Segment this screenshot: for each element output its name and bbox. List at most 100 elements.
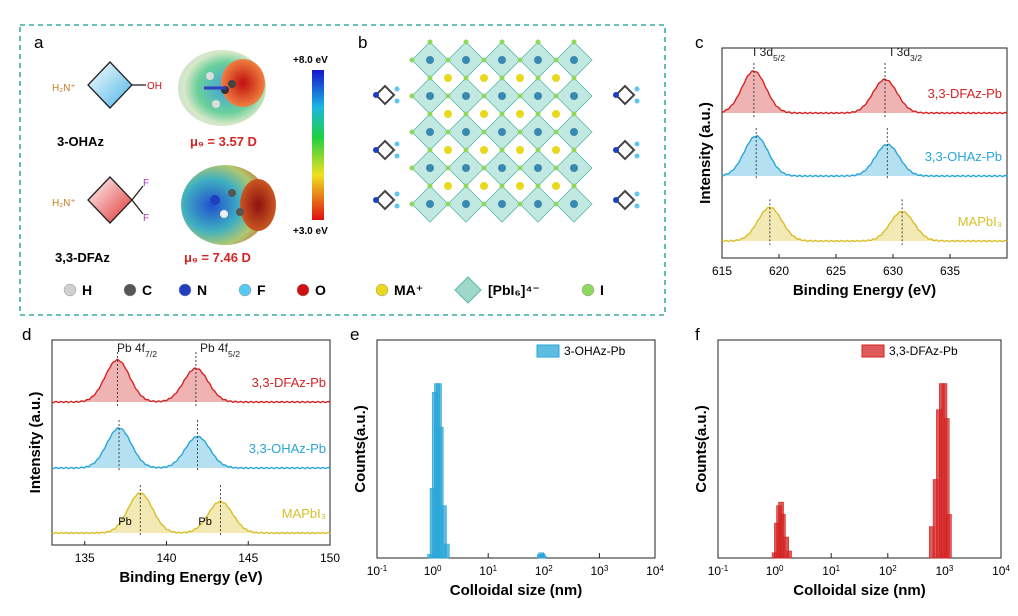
ma-cation (444, 182, 452, 190)
ohaz-name: 3-OHAz (57, 134, 104, 149)
pb-atom (534, 56, 542, 64)
series-fill (52, 359, 330, 403)
panel-letter: f (695, 325, 700, 344)
pb-atom (534, 164, 542, 172)
x-tick-label: 150 (320, 551, 340, 565)
chart-e: 10-1 100 101 102 103 104 Colloidal size (nm) Co… (350, 325, 664, 599)
dfaz-dipole: μ₉ = 7.46 D (184, 250, 251, 265)
series-fill (722, 70, 1007, 114)
f-atom (634, 153, 640, 159)
iodide-atom (499, 111, 505, 117)
iodide-atom (481, 129, 487, 135)
f-atom (394, 203, 400, 209)
histogram-bar (441, 505, 447, 559)
ma-cation (480, 74, 488, 82)
iodide-atom (463, 39, 469, 45)
ma-cation (552, 110, 560, 118)
annotation-pb4f72: Pb 4f7/2 (117, 341, 157, 359)
panel-c-letter: c (695, 33, 704, 52)
legend-label: H (82, 282, 92, 298)
iodide-atom (517, 129, 523, 135)
annotation-i3d32: I 3d3/2 (890, 45, 922, 63)
x-axis-label: Colloidal size (nm) (450, 582, 583, 599)
ma-cation (444, 110, 452, 118)
iodide-atom (409, 129, 415, 135)
x-tick-label: 10-1 (367, 564, 388, 579)
pb-atom (570, 200, 578, 208)
iodide-atom (499, 39, 505, 45)
annotation-pb4f52: Pb 4f5/2 (200, 341, 240, 359)
iodide-atom (463, 147, 469, 153)
series-line (721, 135, 1008, 178)
iodide-atom (517, 201, 523, 207)
n-atom (373, 92, 379, 98)
chart-d: 135 140 145 150 Binding Energy (eV) Intensity… (22, 325, 340, 586)
x-tick-label: 102 (879, 564, 897, 579)
plot-frame (51, 339, 331, 546)
x-axis-label: Colloidal size (nm) (793, 582, 926, 599)
pb-atom (462, 164, 470, 172)
iodide-atom (481, 93, 487, 99)
f-atom (394, 98, 400, 104)
histogram-bar (783, 536, 789, 559)
legend-label: N (197, 282, 207, 298)
x-tick-label: 140 (156, 551, 176, 565)
dfaz-f2-label: F (143, 213, 149, 224)
y-axis-label: Counts(a.u.) (693, 405, 710, 493)
legend-atom-icon (63, 283, 77, 297)
pb-atom (534, 128, 542, 136)
spacer-cation (374, 84, 396, 106)
ma-cation (516, 182, 524, 190)
iodide-atom (427, 147, 433, 153)
ma-cation (516, 110, 524, 118)
x-tick-label: 104 (992, 564, 1010, 579)
legend-swatch (861, 344, 885, 358)
iodide-atom (481, 165, 487, 171)
pb-atom (498, 92, 506, 100)
f-atom (634, 191, 640, 197)
iodide-atom (571, 75, 577, 81)
spacer-cation (374, 139, 396, 161)
dfaz-f1-label: F (143, 178, 149, 189)
pb-atom (498, 56, 506, 64)
ma-cation (444, 74, 452, 82)
ma-cation (480, 182, 488, 190)
ma-cation (516, 146, 524, 154)
legend-swatch (536, 344, 560, 358)
x-tick-label: 101 (479, 564, 497, 579)
iodide-atom (445, 165, 451, 171)
ma-cation (552, 74, 560, 82)
series-label: 3,3-OHAz-Pb (249, 441, 326, 456)
legend-atom-icon (123, 283, 137, 297)
ma-cation (480, 110, 488, 118)
pb-atom (462, 128, 470, 136)
pb-atom (462, 200, 470, 208)
panel-a-letter: a (34, 33, 44, 52)
f-atom (394, 141, 400, 147)
iodide-atom (535, 183, 541, 189)
iodide-atom (553, 57, 559, 63)
x-axis-label: Binding Energy (eV) (793, 282, 936, 299)
iodide-atom (535, 147, 541, 153)
pb-atom (462, 92, 470, 100)
histogram-bar (443, 543, 450, 559)
iodide-atom (517, 57, 523, 63)
n-atom (373, 197, 379, 203)
x-tick-label: 630 (883, 264, 903, 278)
pb-atom (534, 92, 542, 100)
f-atom (394, 86, 400, 92)
iodide-atom (517, 165, 523, 171)
f-atom (394, 153, 400, 159)
legend-label: MA⁺ (394, 282, 423, 298)
iodide-atom (409, 201, 415, 207)
legend-atom-icon (296, 283, 310, 297)
scale-top-label: +8.0 eV (293, 55, 328, 66)
plot-frame (376, 339, 656, 559)
iodide-atom (553, 165, 559, 171)
chart-c: 615 620 625 630 635 Binding Energy (eV) Intens… (695, 33, 1008, 299)
plot-frame (721, 47, 1008, 259)
panel-d-letter: d (22, 325, 31, 344)
series-fill (52, 427, 330, 469)
series-fill (722, 207, 1007, 242)
